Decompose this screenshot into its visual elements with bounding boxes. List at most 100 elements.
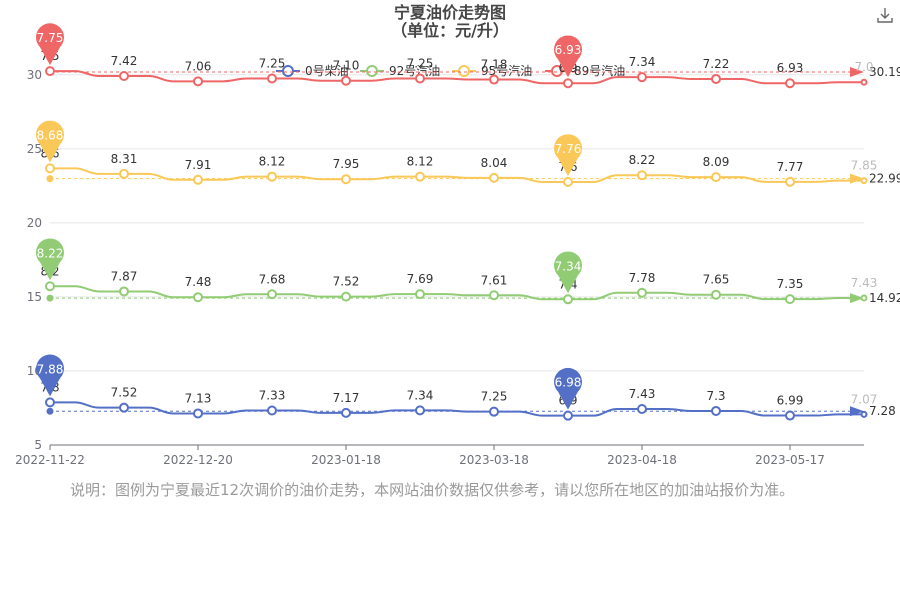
data-label: 7.34 [629,55,656,69]
data-label: 7.0 [854,60,873,74]
chart-title-unit: （单位：元/升） [391,21,509,40]
pin-shape [36,23,65,66]
legend-marker [551,65,563,77]
legend-label: 92号汽油 [389,63,440,78]
pin-value: 6.93 [555,43,582,57]
pin-value: 7.34 [555,259,582,273]
average-arrow [850,66,864,77]
pin-value: 7.76 [555,142,582,156]
series-line-1 [50,285,864,301]
pin-shape [554,134,582,177]
data-label: 7.68 [259,272,286,286]
data-point [711,73,721,84]
legend-label: 95号汽油 [481,63,532,78]
data-point [193,174,203,185]
data-label: 7.87 [111,269,138,283]
pin-shape [554,251,582,294]
data-point [637,404,647,415]
data-label: 7.25 [259,57,286,71]
pin-shape [36,238,65,281]
legend-marker [458,65,470,77]
data-point [415,171,425,182]
data-label: 7.25 [481,390,508,404]
min-pin: 6.93 [554,35,582,78]
pin-shape [554,35,582,78]
data-label: 7.25 [407,57,434,71]
data-point [193,408,203,419]
pin-shape [554,367,582,410]
average-label: 22.99 [869,172,900,186]
legend-label: 0号柴油 [305,64,349,78]
legend: 0号柴油 92号汽油 95号汽油 89号汽油 [276,63,625,78]
data-point [860,177,868,185]
pin-value: 7.75 [37,31,64,45]
data-point [785,176,795,187]
min-pin: 6.98 [554,367,582,410]
data-point [415,405,425,416]
data-point [563,78,573,89]
data-point [637,287,647,298]
data-label: 8.31 [111,152,138,166]
data-point [563,177,573,188]
data-point [45,397,55,408]
footnote: 说明：图例为宁夏最近12次调价的油价走势，本网站油价数据仅供参考，请以您所在地区… [70,481,795,499]
data-point [860,294,868,302]
data-point [637,72,647,83]
data-label: 7.95 [333,157,360,171]
data-point [119,168,129,179]
data-point [193,76,203,87]
chart-title-main: 宁夏油价走势图 [393,3,506,22]
data-point [563,294,573,305]
data-point [267,171,277,182]
pin-value: 7.88 [37,362,64,376]
min-pin: 7.76 [554,134,582,177]
pin-shape [36,120,65,163]
data-label: 7.33 [259,388,286,402]
pin-value: 8.68 [37,128,64,142]
data-label: 7.48 [185,275,212,289]
data-label: 7.42 [111,54,138,68]
legend-label: 89号汽油 [574,63,625,78]
data-label: 6.99 [777,394,804,408]
pin-shape [36,354,65,397]
data-point [785,294,795,305]
x-tick-label: 2022-11-22 [15,453,85,467]
data-point [341,75,351,86]
series-line-0 [50,401,864,417]
x-tick-label: 2023-03-18 [459,453,529,467]
data-label: 7.18 [481,58,508,72]
series-line-2 [50,167,864,184]
legend-marker [366,65,378,77]
pin-value: 6.98 [555,376,582,390]
data-label: 7.77 [777,160,804,174]
data-point [45,281,55,292]
data-point [341,407,351,418]
data-point [415,289,425,300]
data-point [119,286,129,297]
data-label: 7.06 [185,59,212,73]
data-point [785,78,795,89]
data-point [489,290,499,301]
data-point [415,73,425,84]
data-label: 7.78 [629,271,656,285]
data-label: 8.09 [703,155,730,169]
data-point [341,291,351,302]
x-tick-label: 2023-04-18 [607,453,677,467]
chart-title: 宁夏油价走势图 （单位：元/升） [0,4,900,40]
data-point [489,406,499,417]
pin-value: 8.22 [37,246,64,260]
data-point [45,66,55,77]
data-point [341,174,351,185]
y-tick-label: 30 [27,68,42,82]
data-point [711,405,721,416]
data-label: 7.17 [333,391,360,405]
download-icon[interactable] [876,6,894,24]
data-label: 8.04 [481,156,508,170]
y-tick-label: 15 [27,290,42,304]
average-label: 30.19 [869,65,900,79]
max-pin: 7.88 [36,354,65,397]
data-point [711,289,721,300]
data-label: 7.3 [706,389,725,403]
data-label: 8.22 [629,153,656,167]
y-tick-label: 20 [27,216,42,230]
